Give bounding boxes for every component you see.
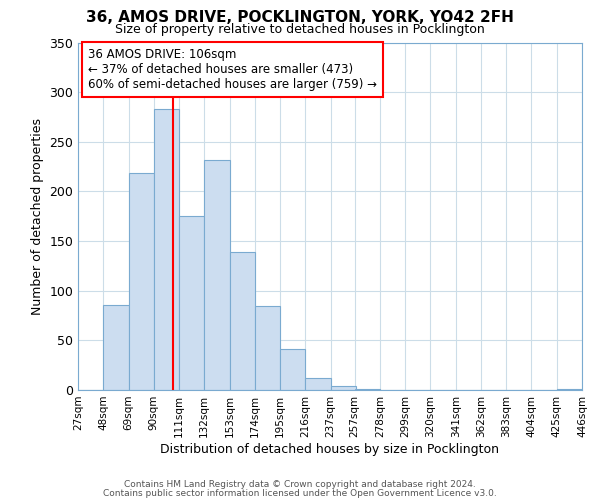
Text: 36 AMOS DRIVE: 106sqm
← 37% of detached houses are smaller (473)
60% of semi-det: 36 AMOS DRIVE: 106sqm ← 37% of detached … bbox=[88, 48, 377, 90]
Text: Contains HM Land Registry data © Crown copyright and database right 2024.: Contains HM Land Registry data © Crown c… bbox=[124, 480, 476, 489]
Bar bbox=[355, 389, 380, 390]
Bar bbox=[280, 350, 305, 390]
Text: Contains public sector information licensed under the Open Government Licence v3: Contains public sector information licen… bbox=[103, 488, 497, 498]
Y-axis label: Number of detached properties: Number of detached properties bbox=[31, 118, 44, 315]
Bar bbox=[230, 252, 255, 390]
Bar bbox=[179, 216, 205, 390]
Bar bbox=[154, 109, 179, 390]
X-axis label: Distribution of detached houses by size in Pocklington: Distribution of detached houses by size … bbox=[161, 442, 499, 456]
Bar bbox=[128, 172, 154, 390]
Bar bbox=[103, 304, 128, 390]
Bar bbox=[557, 389, 582, 390]
Text: 36, AMOS DRIVE, POCKLINGTON, YORK, YO42 2FH: 36, AMOS DRIVE, POCKLINGTON, YORK, YO42 … bbox=[86, 10, 514, 25]
Bar bbox=[305, 378, 331, 390]
Text: Size of property relative to detached houses in Pocklington: Size of property relative to detached ho… bbox=[115, 22, 485, 36]
Bar bbox=[205, 160, 230, 390]
Bar bbox=[255, 306, 280, 390]
Bar bbox=[331, 386, 356, 390]
